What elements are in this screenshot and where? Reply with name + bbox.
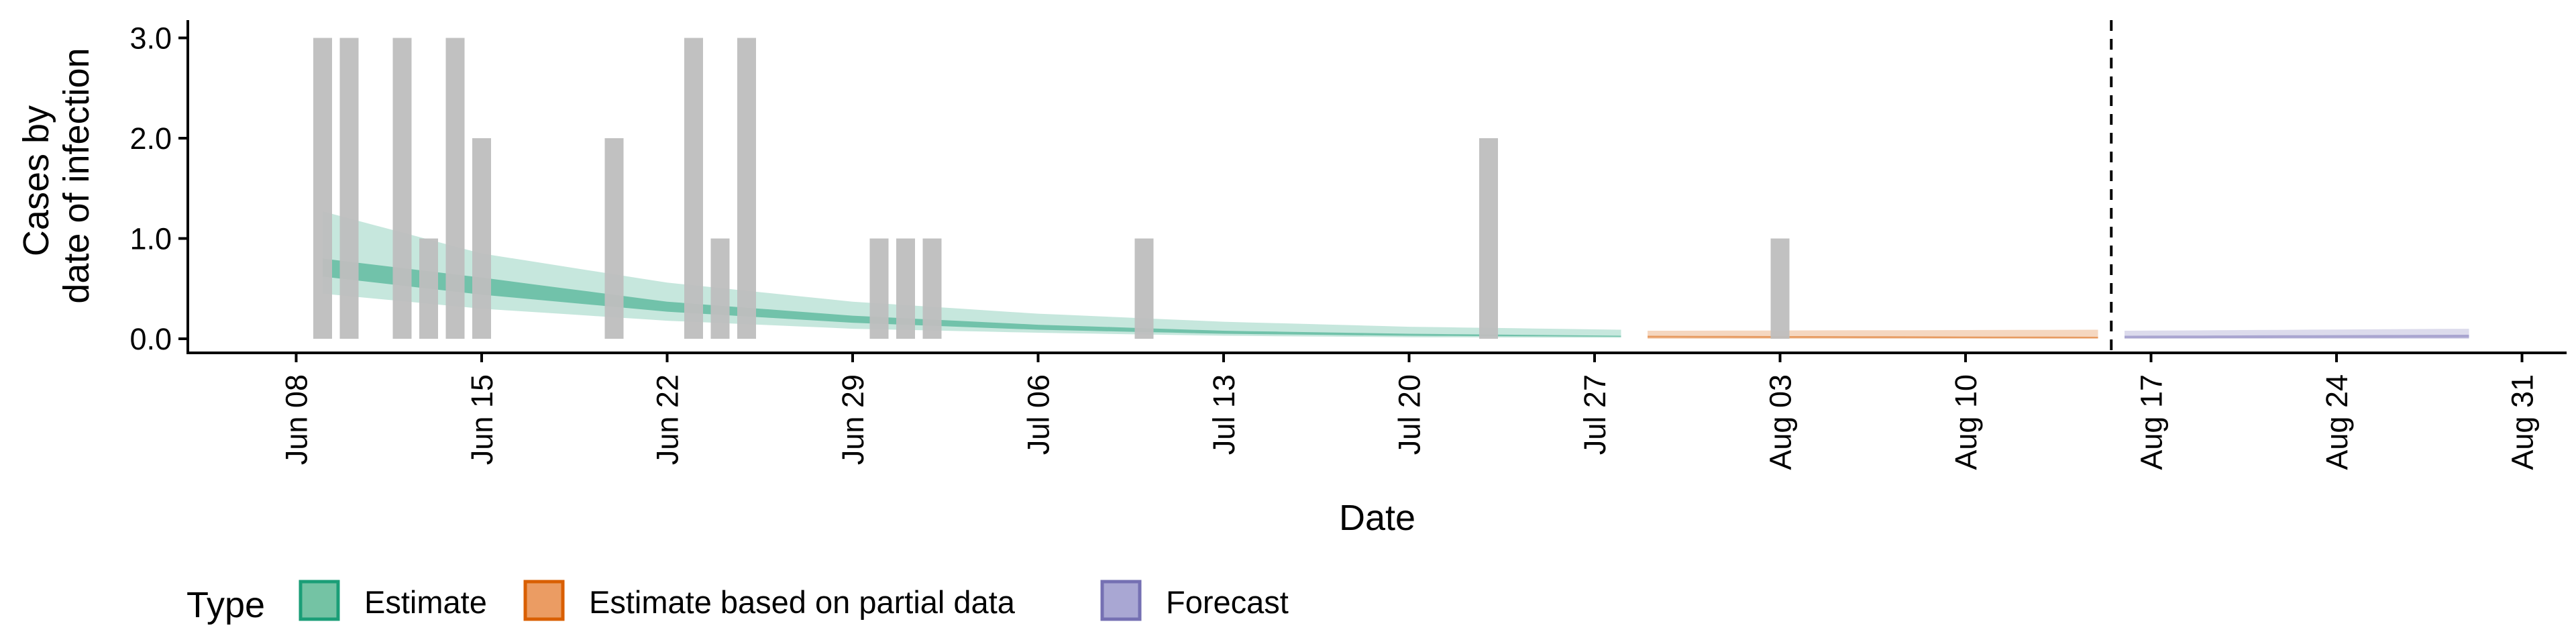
legend-item-label: Forecast	[1166, 584, 1289, 620]
case-bar	[896, 238, 915, 339]
x-tick-label: Jun 29	[836, 374, 870, 465]
y-tick-label: 3.0	[129, 21, 172, 56]
case-bar	[339, 38, 359, 339]
y-tick-label: 1.0	[129, 222, 172, 256]
plot-area	[313, 20, 2469, 353]
legend-key-swatch	[1100, 580, 1142, 621]
case-bar	[419, 238, 438, 339]
case-bar	[445, 38, 465, 339]
legend-item-label: Estimate	[364, 584, 487, 620]
x-tick-label: Jun 08	[280, 374, 314, 465]
case-bar	[1770, 238, 1790, 339]
y-tick-label: 2.0	[129, 121, 172, 156]
axes: 0.0 1.0 2.0 3.0 Jun 08 Jun 15 Jun 22 Jun 29 Jul…	[129, 20, 2567, 470]
x-tick-label: Aug 10	[1949, 374, 1983, 470]
y-axis-title: Cases by date of infection	[16, 48, 97, 303]
case-bar	[869, 238, 889, 339]
x-tick-label: Jun 22	[651, 374, 685, 465]
ribbon-50-series-1	[1648, 335, 2098, 339]
legend-item-label: Estimate based on partial data	[589, 584, 1016, 620]
case-bar	[1134, 238, 1154, 339]
y-axis-ticks: 0.0 1.0 2.0 3.0	[129, 21, 188, 356]
case-bar	[684, 38, 703, 339]
x-axis-title: Date	[1339, 498, 1415, 538]
x-tick-label: Jul 27	[1578, 374, 1612, 455]
case-bar	[710, 238, 730, 339]
case-bar	[472, 138, 491, 339]
x-tick-label: Jul 20	[1393, 374, 1427, 455]
x-tick-label: Aug 17	[2135, 374, 2169, 470]
ribbon-50-series-2	[2125, 335, 2469, 339]
x-tick-label: Aug 31	[2506, 374, 2540, 470]
ribbon-90-series-0	[323, 211, 1621, 338]
x-tick-label: Aug 03	[1764, 374, 1798, 470]
case-bar	[604, 138, 624, 339]
legend: Type Estimate Estimate based on partial d…	[186, 580, 1289, 625]
y-tick-label: 0.0	[129, 322, 172, 356]
x-axis-ticks: Jun 08 Jun 15 Jun 22 Jun 29 Jul 06 Jul 13 Jul …	[280, 353, 2540, 470]
case-bar	[922, 238, 942, 339]
x-tick-label: Jul 13	[1207, 374, 1241, 455]
ribbon-50-series-0	[323, 258, 1621, 337]
legend-key-swatch	[299, 580, 340, 621]
case-bar	[1479, 138, 1498, 339]
legend-key-swatch	[523, 580, 565, 621]
case-bar	[313, 38, 332, 339]
case-bar	[392, 38, 412, 339]
case-bar	[737, 38, 756, 339]
estimate-ribbons	[323, 211, 2469, 339]
x-tick-label: Aug 24	[2320, 374, 2354, 470]
legend-title: Type	[186, 585, 265, 625]
y-axis-title-line-2: date of infection	[56, 48, 97, 303]
x-tick-label: Jul 06	[1022, 374, 1056, 455]
x-tick-label: Jun 15	[465, 374, 499, 465]
observed-case-bars	[313, 38, 1790, 339]
y-axis-title-line-1: Cases by	[16, 105, 56, 256]
